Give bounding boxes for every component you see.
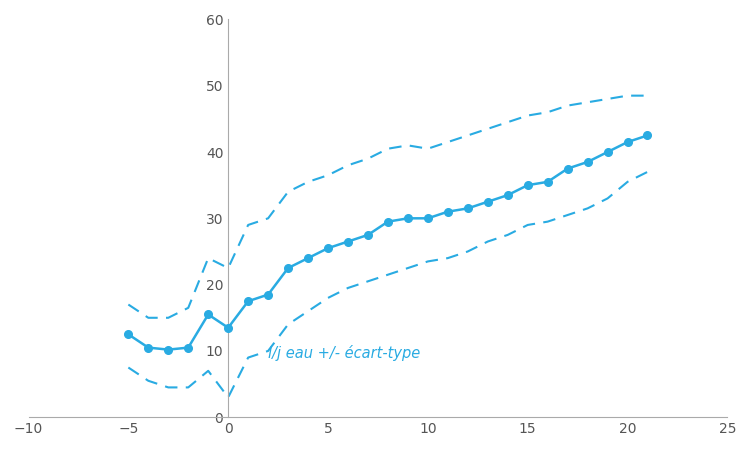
Text: l/j eau +/- écart-type: l/j eau +/- écart-type: [268, 345, 420, 360]
